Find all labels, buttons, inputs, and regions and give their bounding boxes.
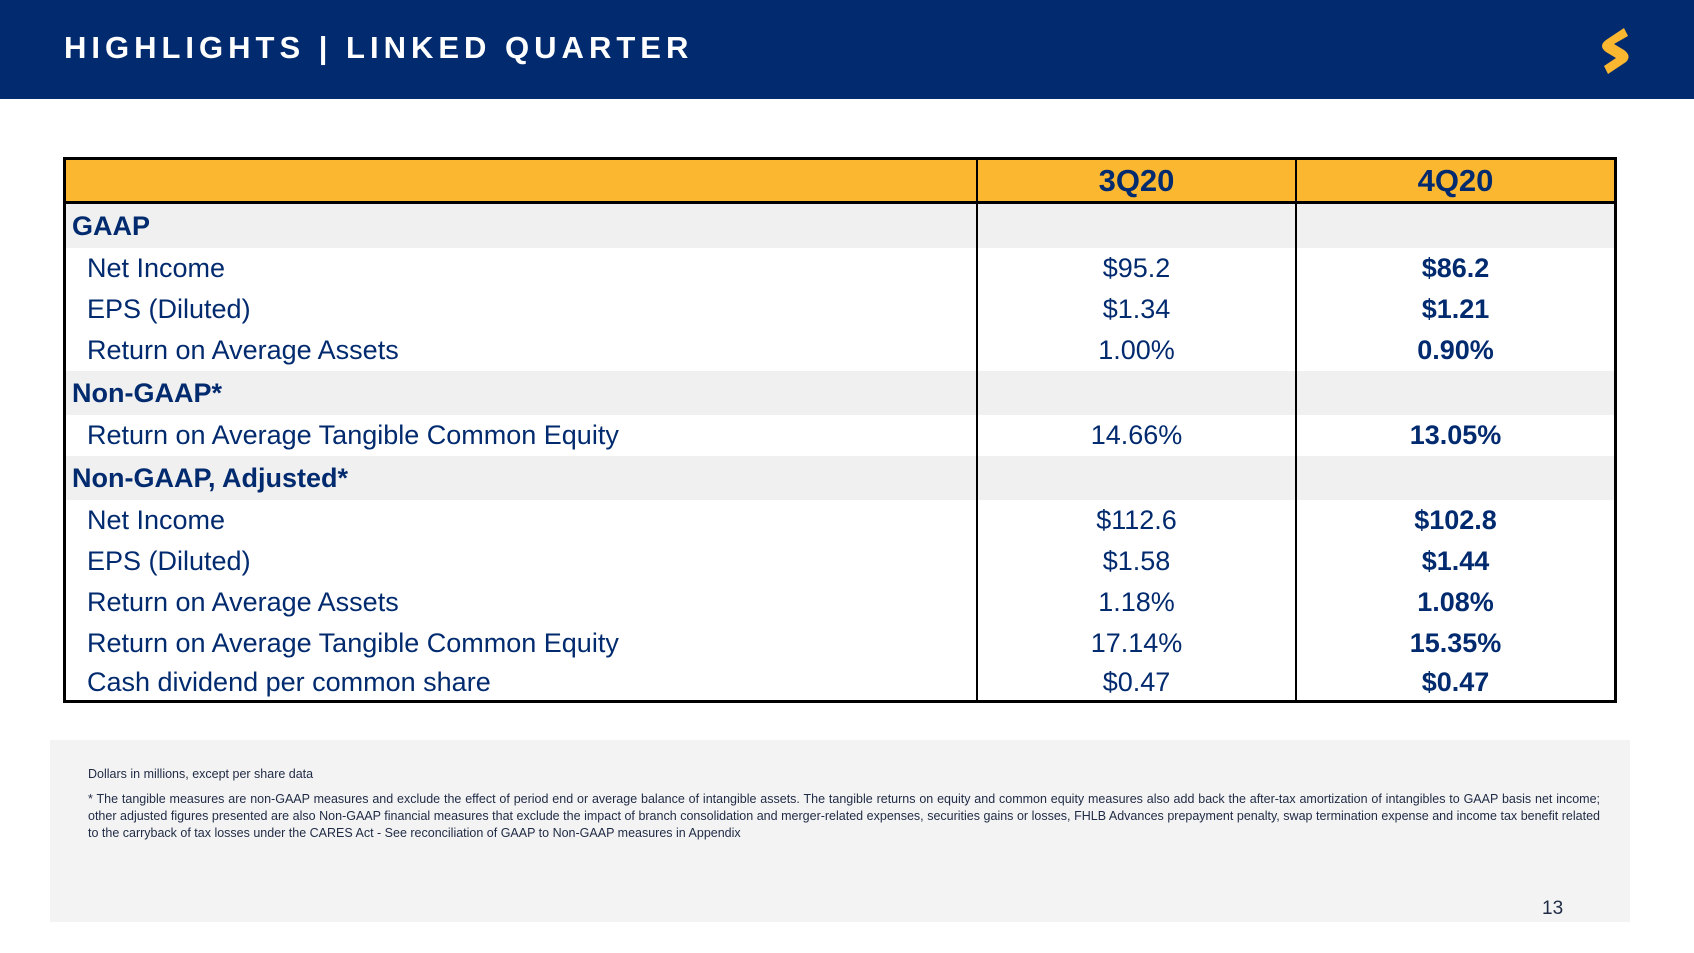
table-row: Cash dividend per common share $0.47 $0.…	[66, 664, 1614, 700]
value-3q20: $112.6	[976, 500, 1295, 541]
table-row: Return on Average Assets 1.00% 0.90%	[66, 330, 1614, 371]
non-gaap-footnote: * The tangible measures are non-GAAP mea…	[88, 792, 1600, 840]
value-3q20: $1.58	[976, 541, 1295, 582]
header-label-cell	[66, 160, 976, 201]
value-3q20: $1.34	[976, 289, 1295, 330]
value-3q20: $0.47	[976, 664, 1295, 700]
section-row-gaap: GAAP	[66, 204, 1614, 248]
row-label: Return on Average Tangible Common Equity	[87, 420, 619, 450]
value-4q20: 1.08%	[1295, 582, 1614, 623]
value-3q20: 1.18%	[976, 582, 1295, 623]
slide-header: HIGHLIGHTS | LINKED QUARTER	[0, 0, 1694, 99]
section-heading: GAAP	[72, 210, 151, 241]
row-label: Net Income	[87, 505, 226, 535]
slide-title: HIGHLIGHTS | LINKED QUARTER	[64, 30, 694, 65]
table-row: Net Income $95.2 $86.2	[66, 248, 1614, 289]
value-3q20: 14.66%	[976, 415, 1295, 456]
value-4q20: $86.2	[1295, 248, 1614, 289]
value-4q20: 13.05%	[1295, 415, 1614, 456]
value-4q20: $0.47	[1295, 664, 1614, 700]
brand-s-logo-icon	[1602, 28, 1629, 74]
row-label: Return on Average Assets	[87, 335, 399, 365]
units-note: Dollars in millions, except per share da…	[88, 767, 314, 781]
footnotes-box: Dollars in millions, except per share da…	[50, 740, 1630, 922]
column-header-4q20: 4Q20	[1295, 160, 1614, 201]
row-label: Net Income	[87, 253, 226, 283]
page-number: 13	[1542, 898, 1564, 919]
value-3q20: $95.2	[976, 248, 1295, 289]
row-label: EPS (Diluted)	[87, 546, 251, 576]
table-row: Return on Average Assets 1.18% 1.08%	[66, 582, 1614, 623]
value-4q20: $1.21	[1295, 289, 1614, 330]
table-header-row: 3Q20 4Q20	[66, 160, 1614, 204]
row-label: EPS (Diluted)	[87, 294, 251, 324]
highlights-table: 3Q20 4Q20 GAAP Net Income $95.2 $86.2 EP…	[63, 157, 1617, 703]
column-header-3q20: 3Q20	[976, 160, 1295, 201]
table-row: Return on Average Tangible Common Equity…	[66, 623, 1614, 664]
table-row: EPS (Diluted) $1.58 $1.44	[66, 541, 1614, 582]
value-4q20: 15.35%	[1295, 623, 1614, 664]
table-row: Net Income $112.6 $102.8	[66, 500, 1614, 541]
section-heading: Non-GAAP*	[72, 377, 222, 408]
row-label: Return on Average Assets	[87, 587, 399, 617]
value-3q20: 17.14%	[976, 623, 1295, 664]
table-row: EPS (Diluted) $1.34 $1.21	[66, 289, 1614, 330]
section-row-non-gaap: Non-GAAP*	[66, 371, 1614, 415]
value-4q20: 0.90%	[1295, 330, 1614, 371]
value-3q20: 1.00%	[976, 330, 1295, 371]
row-label: Return on Average Tangible Common Equity	[87, 628, 619, 658]
value-4q20: $102.8	[1295, 500, 1614, 541]
value-4q20: $1.44	[1295, 541, 1614, 582]
section-row-non-gaap-adjusted: Non-GAAP, Adjusted*	[66, 456, 1614, 500]
section-heading: Non-GAAP, Adjusted*	[72, 462, 349, 493]
row-label: Cash dividend per common share	[87, 666, 491, 697]
table-row: Return on Average Tangible Common Equity…	[66, 415, 1614, 456]
